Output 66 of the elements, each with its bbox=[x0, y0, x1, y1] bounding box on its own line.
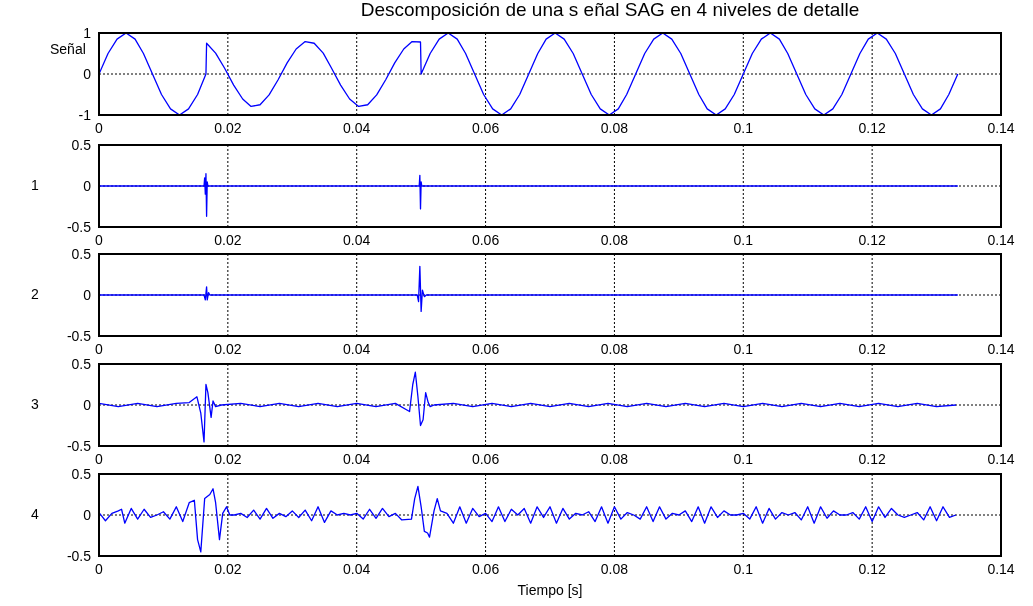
y-tick-label: -0.5 bbox=[66, 547, 92, 564]
x-tick-label: 0.14 bbox=[987, 231, 1015, 248]
y-tick-label: 0.5 bbox=[71, 136, 92, 153]
x-tick-label: 0 bbox=[95, 560, 104, 577]
x-tick-label: 0.02 bbox=[214, 119, 242, 136]
y-tick-label: 0.5 bbox=[71, 465, 92, 482]
x-tick-label: 0.12 bbox=[858, 340, 886, 357]
x-tick-label: 0.06 bbox=[471, 231, 500, 248]
x-tick-label: 0 bbox=[95, 231, 104, 248]
y-tick-label: 0.5 bbox=[71, 355, 92, 372]
y-tick-label: 1 bbox=[83, 24, 92, 41]
y-tick-label: 0 bbox=[83, 177, 92, 194]
y-axis-title: 4 bbox=[30, 506, 40, 522]
x-axis-title: Tiempo [s] bbox=[516, 582, 584, 598]
y-axis-title: 3 bbox=[30, 396, 40, 412]
x-tick-label: 0.04 bbox=[343, 340, 371, 357]
x-tick-label: 0.04 bbox=[343, 119, 371, 136]
x-tick-label: 0.12 bbox=[858, 560, 886, 577]
y-tick-label: 0 bbox=[83, 396, 92, 413]
x-tick-label: 0.08 bbox=[600, 119, 629, 136]
y-tick-label: -0.5 bbox=[66, 437, 92, 454]
x-tick-label: 0.06 bbox=[471, 450, 500, 467]
x-tick-label: 0.14 bbox=[987, 450, 1015, 467]
x-tick-label: 0.14 bbox=[987, 560, 1015, 577]
y-tick-label: 0 bbox=[83, 65, 92, 82]
y-axis-title: Señal bbox=[50, 41, 86, 57]
line-series bbox=[99, 485, 957, 553]
x-tick-label: 0.1 bbox=[733, 560, 754, 577]
y-tick-label: 0 bbox=[83, 286, 92, 303]
x-tick-label: 0.1 bbox=[733, 340, 754, 357]
x-tick-label: 0.02 bbox=[214, 450, 242, 467]
x-tick-label: 0.08 bbox=[600, 560, 629, 577]
x-tick-label: 0.04 bbox=[343, 450, 371, 467]
y-tick-label: -0.5 bbox=[66, 218, 92, 235]
x-tick-label: 0.06 bbox=[471, 560, 500, 577]
x-tick-label: 0.04 bbox=[343, 231, 371, 248]
x-tick-label: 0.12 bbox=[858, 450, 886, 467]
x-tick-label: 0.1 bbox=[733, 231, 754, 248]
x-tick-label: 0.08 bbox=[600, 450, 629, 467]
x-tick-label: 0.06 bbox=[471, 119, 500, 136]
x-tick-label: 0 bbox=[95, 450, 104, 467]
line-series bbox=[99, 265, 959, 313]
x-tick-label: 0.14 bbox=[987, 340, 1015, 357]
x-tick-label: 0.1 bbox=[733, 119, 754, 136]
x-tick-label: 0.08 bbox=[600, 231, 629, 248]
x-tick-label: 0.04 bbox=[343, 560, 371, 577]
x-tick-label: 0.12 bbox=[858, 119, 886, 136]
x-tick-label: 0.12 bbox=[858, 231, 886, 248]
x-tick-label: 0.08 bbox=[600, 340, 629, 357]
x-tick-label: 0.14 bbox=[987, 119, 1015, 136]
x-tick-label: 0.1 bbox=[733, 450, 754, 467]
x-tick-label: 0.02 bbox=[214, 340, 242, 357]
y-tick-label: -0.5 bbox=[66, 327, 92, 344]
line-series bbox=[99, 173, 959, 217]
chart-title: Descomposición de una s eñal SAG en 4 niveles de detalle bbox=[359, 0, 861, 21]
y-axis-title: 1 bbox=[30, 177, 40, 193]
y-tick-label: -1 bbox=[78, 106, 92, 123]
y-tick-label: 0.5 bbox=[71, 245, 92, 262]
y-tick-label: 0 bbox=[83, 506, 92, 523]
x-tick-label: 0 bbox=[95, 119, 104, 136]
line-series bbox=[99, 371, 957, 443]
y-axis-title: 2 bbox=[30, 286, 40, 302]
x-tick-label: 0 bbox=[95, 340, 104, 357]
x-tick-label: 0.06 bbox=[471, 340, 500, 357]
x-tick-label: 0.02 bbox=[214, 231, 242, 248]
x-tick-label: 0.02 bbox=[214, 560, 242, 577]
